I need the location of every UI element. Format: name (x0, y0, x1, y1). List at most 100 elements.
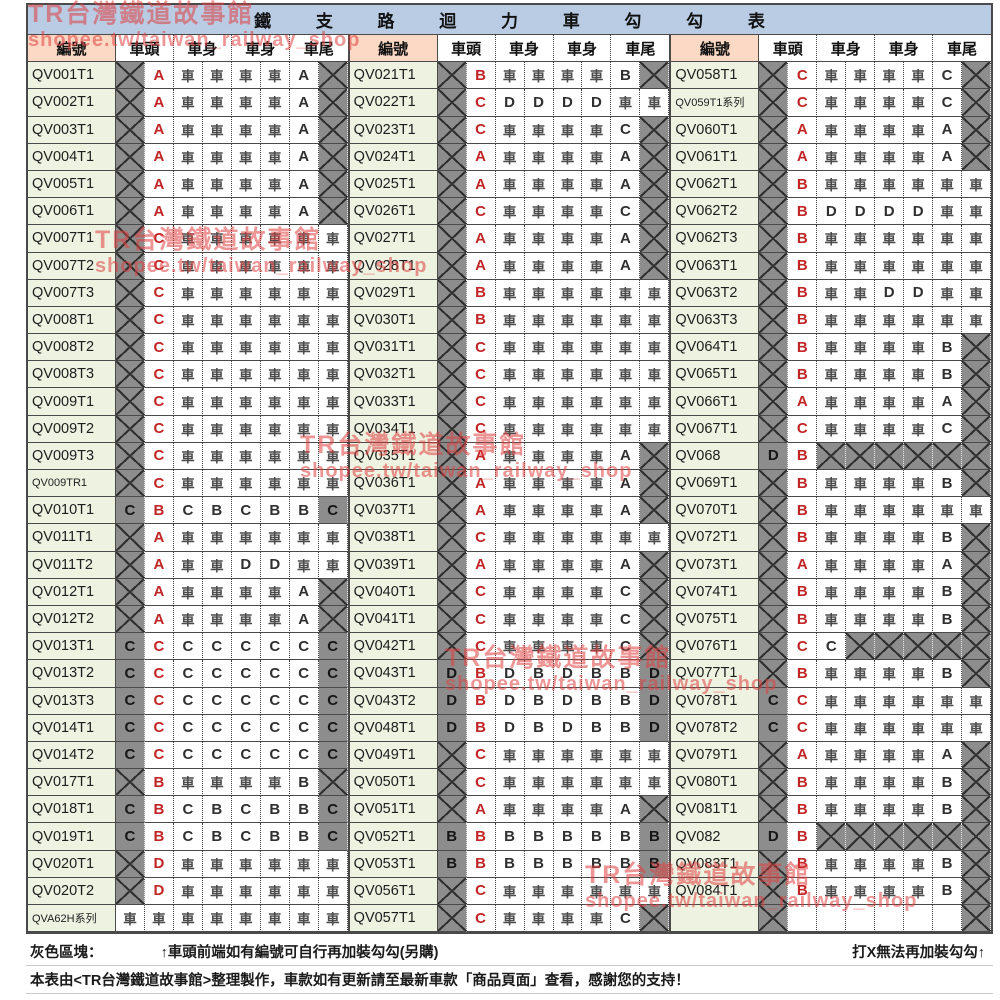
car-cell: 車 (611, 279, 641, 307)
car-cell: 車 (817, 497, 847, 525)
letter-cell: B (524, 660, 554, 688)
car-cell: 車 (524, 116, 554, 144)
hatch-cell (116, 415, 145, 443)
car-cell: 車 (611, 769, 641, 797)
gray-block-cell: C (116, 796, 145, 824)
gray-block-cell: D (437, 714, 467, 742)
hatch-cell (759, 633, 789, 661)
car-cell: 車 (202, 306, 232, 335)
car-cell: 車 (524, 442, 554, 470)
car-cell: 車 (582, 361, 612, 389)
car-cell: 車 (524, 578, 554, 606)
car-cell: 車 (524, 279, 554, 307)
car-cell: 車 (260, 850, 290, 878)
car-cell: 車 (260, 279, 290, 307)
car-cell: 車 (231, 605, 261, 634)
car-cell: 車 (260, 62, 290, 90)
row-id: QV080T1 (671, 769, 760, 797)
car-cell: 車 (173, 143, 203, 171)
letter-cell: D (553, 714, 583, 742)
car-cell: 車 (260, 442, 290, 470)
car-cell: 車 (553, 334, 583, 362)
letter-cell: D (846, 198, 876, 226)
car-cell: 車 (524, 198, 554, 226)
car-cell: 車 (611, 388, 641, 416)
empty-cell (846, 905, 876, 933)
car-cell: 車 (904, 578, 934, 606)
hatch-cell (318, 116, 348, 144)
car-cell: 車 (904, 252, 934, 280)
hatch-cell (437, 442, 467, 470)
car-cell: 車 (875, 306, 905, 335)
row-id: QV004T1 (28, 143, 116, 171)
car-cell: 車 (495, 225, 525, 253)
car-cell: 車 (289, 388, 319, 416)
car-cell: 車 (289, 905, 319, 933)
row-id: QV069T1 (671, 470, 760, 498)
hatch-cell (640, 633, 670, 661)
car-cell: 車 (202, 578, 232, 606)
row-id: QV067T1 (671, 415, 760, 443)
row-id: QV065T1 (671, 361, 760, 389)
row-id: QV063T2 (671, 279, 760, 307)
car-cell: 車 (846, 89, 876, 117)
letter-cell: B (933, 605, 963, 634)
letter-cell: C (817, 633, 847, 661)
hatch-cell (116, 198, 145, 226)
row-id: QV009T3 (28, 442, 116, 470)
row-id: QV043T1 (349, 660, 438, 688)
coupler-letter-cell: B (788, 769, 818, 797)
car-cell: 車 (904, 796, 934, 824)
letter-cell: C (202, 741, 232, 770)
coupler-letter-cell: C (144, 252, 174, 280)
car-cell: 車 (553, 877, 583, 905)
car-cell: 車 (202, 334, 232, 362)
letter-cell: C (173, 796, 203, 824)
letter-cell: B (933, 524, 963, 552)
car-cell: 車 (904, 551, 934, 579)
coupler-letter-cell: A (466, 470, 496, 498)
car-cell: 車 (231, 143, 261, 171)
coupler-letter-cell: C (144, 306, 174, 335)
row-id: QV062T3 (671, 225, 760, 253)
car-cell: 車 (553, 225, 583, 253)
gray-block-cell: C (318, 633, 348, 661)
row-id: QV063T3 (671, 306, 760, 335)
row-id: QV013T3 (28, 687, 116, 715)
car-cell: 車 (231, 170, 261, 199)
row-id: QV012T2 (28, 605, 116, 634)
car-cell: 車 (846, 578, 876, 606)
car-cell: 車 (582, 198, 612, 226)
car-cell: 車 (875, 714, 905, 742)
coupler-letter-cell: B (788, 306, 818, 335)
letter-cell: B (611, 62, 641, 90)
letter-cell: A (611, 252, 641, 280)
car-cell: 車 (260, 252, 290, 280)
car-cell: 車 (260, 89, 290, 117)
car-cell: 車 (260, 605, 290, 634)
car-cell: 車 (260, 388, 290, 416)
car-cell: 車 (875, 470, 905, 498)
letter-cell: B (582, 850, 612, 878)
letter-cell: D (495, 89, 525, 117)
car-cell: 車 (611, 877, 641, 905)
hatch-cell (318, 143, 348, 171)
car-cell: 車 (904, 361, 934, 389)
car-cell: 車 (846, 524, 876, 552)
car-cell: 車 (817, 741, 847, 770)
gray-block-cell: C (116, 714, 145, 742)
hatch-cell (759, 905, 789, 933)
coupler-letter-cell: C (144, 361, 174, 389)
car-cell: 車 (817, 225, 847, 253)
car-cell: 車 (524, 252, 554, 280)
car-cell: 車 (582, 415, 612, 443)
car-cell: 車 (875, 143, 905, 171)
row-id: QV081T1 (671, 796, 760, 824)
letter-cell: C (260, 660, 290, 688)
letter-cell: A (933, 551, 963, 579)
car-cell: 車 (904, 470, 934, 498)
letter-cell: C (260, 687, 290, 715)
row-id: QV013T2 (28, 660, 116, 688)
car-cell: 車 (846, 116, 876, 144)
coupler-letter-cell: D (144, 877, 174, 905)
